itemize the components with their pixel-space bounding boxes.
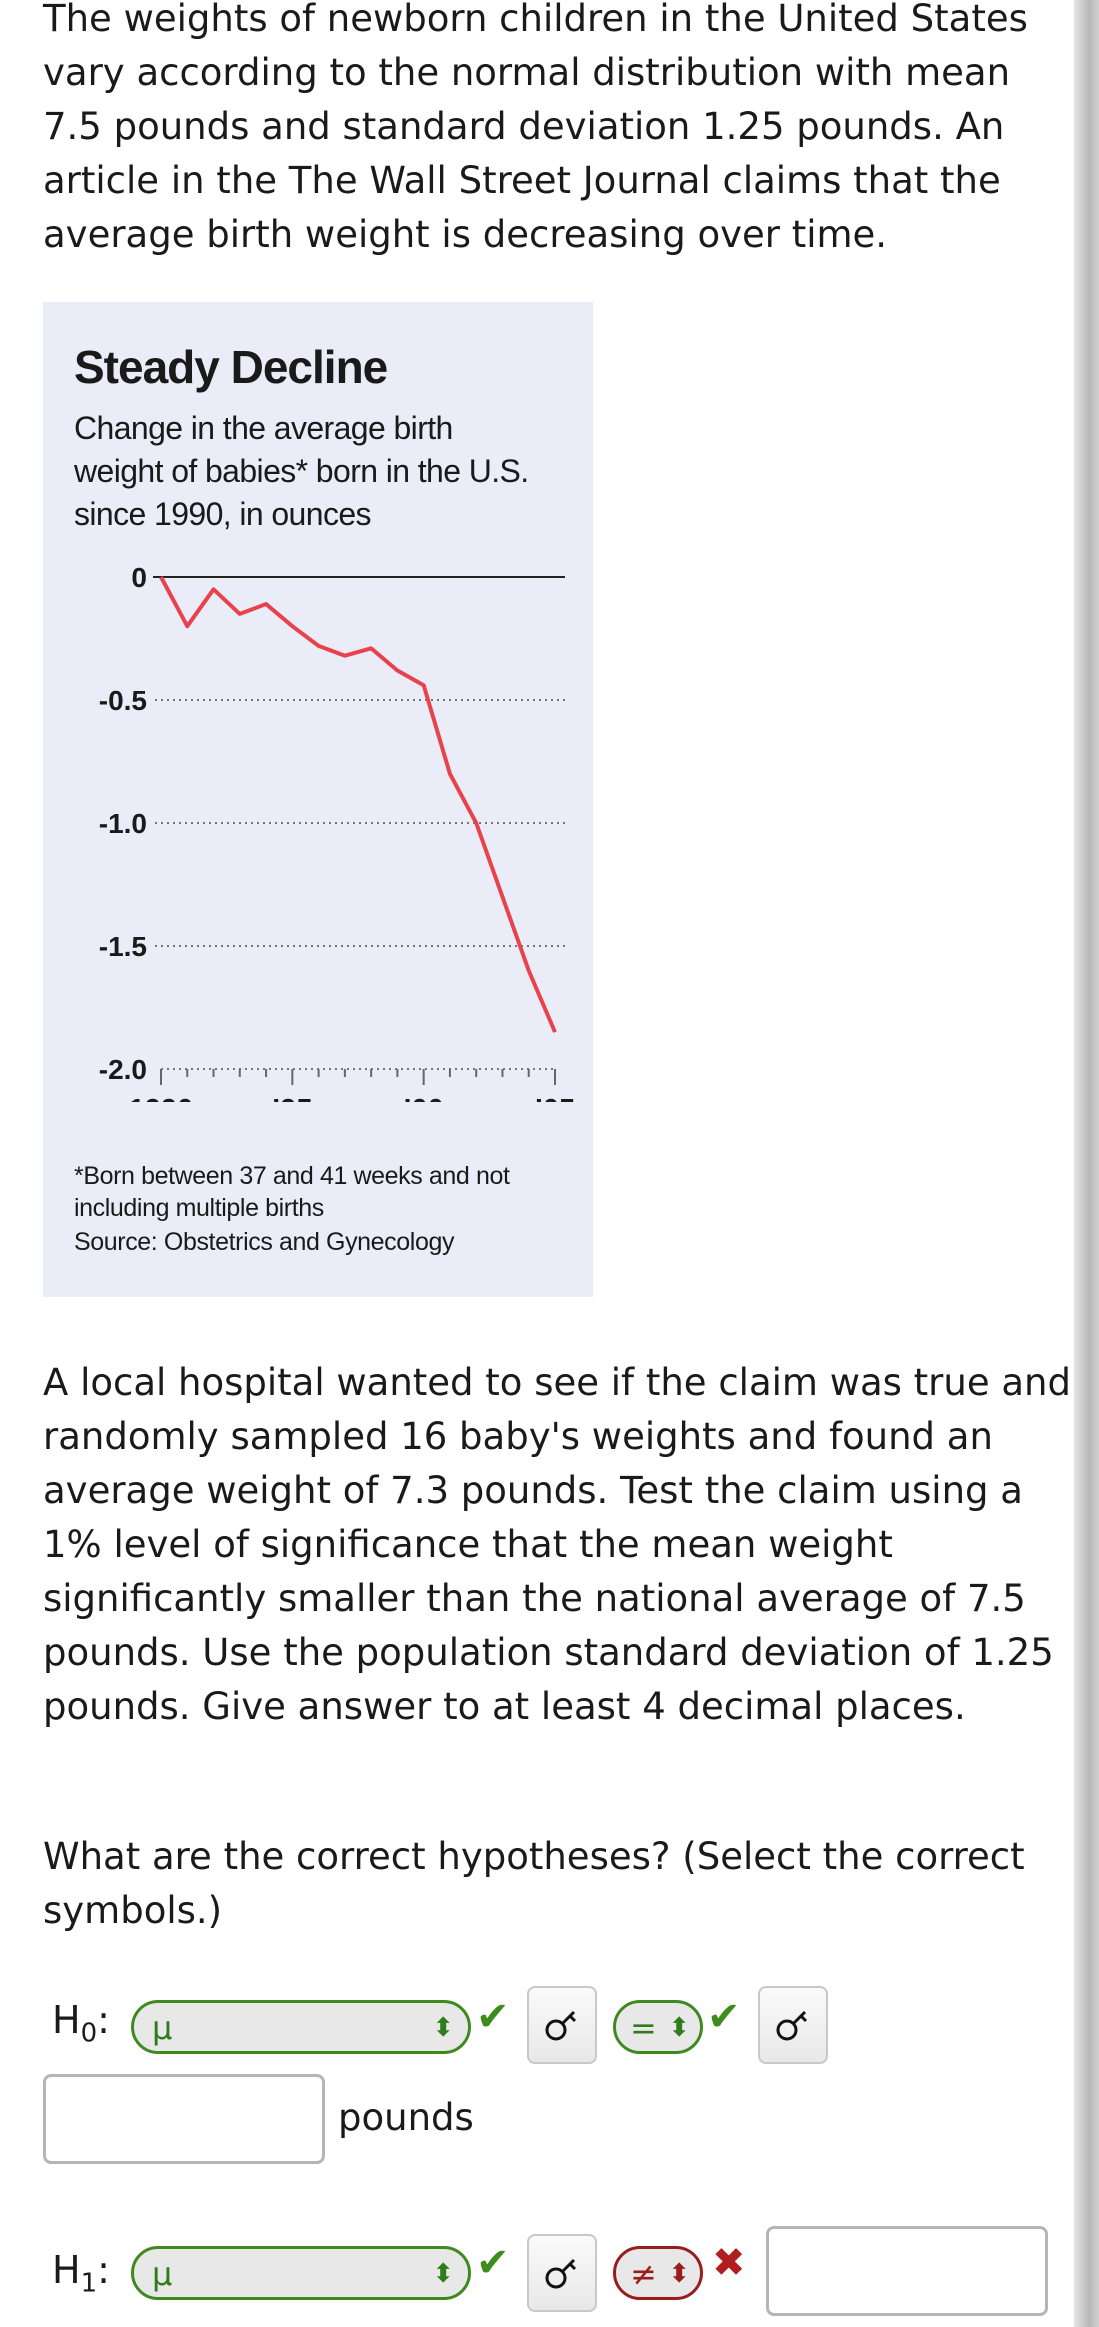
- figure-title: Steady Decline: [74, 341, 388, 393]
- h0-unit-label: pounds: [338, 2096, 474, 2139]
- intro-paragraph: The weights of newborn children in the U…: [43, 0, 1028, 256]
- h1-operator-value: ≠: [630, 2255, 657, 2293]
- h1-operator-select[interactable]: ≠ ⬍: [613, 2246, 703, 2300]
- x-tick-label: ’05: [535, 1094, 575, 1102]
- h0-operator-check-icon: ✔: [707, 1994, 741, 2040]
- figure-source: Source: Obstetrics and Gynecology: [74, 1228, 455, 1256]
- h0-value-input[interactable]: [43, 2074, 325, 2164]
- x-tick-label: ’95: [272, 1094, 312, 1102]
- h0-operator-value: =: [630, 2009, 657, 2047]
- h0-parameter-key-button[interactable]: [527, 1986, 597, 2064]
- x-tick-label: ’00: [404, 1094, 444, 1102]
- h0-operator-key-button[interactable]: [758, 1986, 828, 2064]
- h1-parameter-check-icon: ✔: [476, 2240, 510, 2286]
- x-tick-label: 1990: [129, 1094, 194, 1102]
- y-tick-label: -1.0: [99, 808, 147, 839]
- key-icon: [776, 2010, 808, 2041]
- page-scrollbar[interactable]: [1074, 0, 1099, 2327]
- h0-parameter-value: μ: [152, 2009, 173, 2047]
- h0-operator-select[interactable]: = ⬍: [613, 2000, 703, 2054]
- chevron-updown-icon: ⬍: [432, 2013, 454, 2043]
- chevron-updown-icon: ⬍: [668, 2259, 690, 2289]
- y-tick-label: -1.5: [99, 931, 147, 962]
- h1-operator-cross-icon: ✖: [712, 2240, 746, 2286]
- birth-weight-series-line: [159, 576, 557, 1033]
- chevron-updown-icon: ⬍: [432, 2259, 454, 2289]
- birth-weight-chart: 0 -0.5 -1.0 -1.5 -2.0 1990 ’95 ’00 ’05: [99, 562, 575, 1102]
- y-tick-label: -0.5: [99, 685, 147, 716]
- chevron-updown-icon: ⬍: [668, 2013, 690, 2043]
- h1-parameter-key-button[interactable]: [527, 2234, 597, 2312]
- h0-label: H0:: [52, 1998, 110, 2049]
- y-tick-label: 0: [131, 562, 147, 593]
- h1-parameter-value: μ: [152, 2255, 173, 2293]
- h1-label: H1:: [52, 2248, 110, 2299]
- key-icon: [545, 2010, 577, 2041]
- h1-parameter-select[interactable]: μ ⬍: [131, 2246, 471, 2300]
- question-paragraph: What are the correct hypotheses? (Select…: [43, 1835, 1025, 1932]
- birth-weight-figure: Steady Decline Change in the average bir…: [43, 302, 593, 1297]
- figure-subtitle: Change in the average birth weight of ba…: [74, 410, 529, 532]
- sample-paragraph: A local hospital wanted to see if the cl…: [43, 1361, 1071, 1728]
- key-icon: [545, 2258, 577, 2289]
- h0-parameter-select[interactable]: μ ⬍: [131, 2000, 471, 2054]
- h0-parameter-check-icon: ✔: [476, 1994, 510, 2040]
- y-tick-label: -2.0: [99, 1054, 147, 1085]
- figure-footnote: *Born between 37 and 41 weeks and not in…: [74, 1162, 510, 1222]
- h1-value-input[interactable]: [766, 2226, 1048, 2316]
